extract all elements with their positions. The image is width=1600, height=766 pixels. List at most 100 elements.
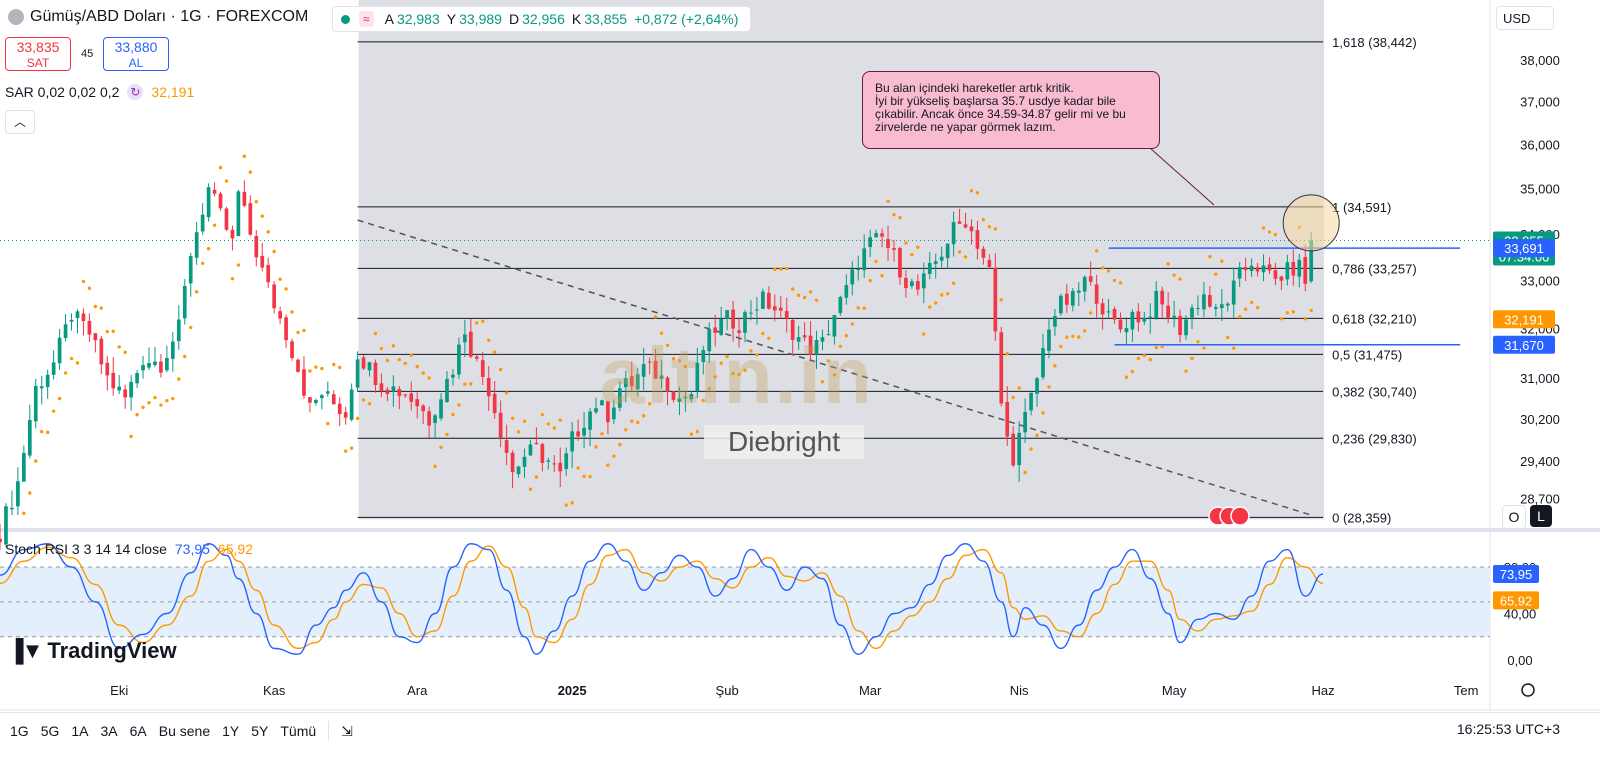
- sar-legend[interactable]: SAR 0,02 0,02 0,2 ↻ 32,191: [5, 84, 194, 100]
- refresh-icon[interactable]: ↻: [127, 84, 144, 100]
- candle: [1160, 286, 1165, 318]
- sar-dot: [552, 426, 556, 430]
- sar-dot: [1303, 317, 1307, 321]
- sar-dot: [1249, 300, 1254, 305]
- sar-dot: [773, 267, 777, 272]
- buy-button[interactable]: 33,880 AL: [103, 37, 169, 71]
- stoch-rsi-legend[interactable]: Stoch RSI 3 3 14 14 close 73,95 65,92: [5, 541, 253, 557]
- candle-body: [766, 292, 771, 309]
- fib-level-label: 1,618 (38,442): [1332, 35, 1417, 50]
- sar-dot: [343, 449, 348, 453]
- candle: [1094, 274, 1099, 318]
- sar-dot: [761, 331, 765, 336]
- range-5g[interactable]: 5G: [40, 723, 60, 739]
- range-tumu[interactable]: Tümü: [280, 723, 317, 739]
- market-status-icon[interactable]: [341, 14, 350, 24]
- range-6a[interactable]: 6A: [129, 723, 147, 739]
- candle-body: [617, 388, 622, 408]
- candle-body: [1285, 262, 1290, 280]
- range-1y[interactable]: 1Y: [222, 723, 240, 739]
- buy-price: 33,880: [114, 39, 158, 55]
- sar-dot: [361, 398, 366, 402]
- sar-dot: [892, 213, 896, 217]
- candle: [379, 373, 384, 398]
- sar-dot: [200, 261, 205, 265]
- candle-body: [880, 233, 884, 237]
- candle: [325, 381, 330, 397]
- range-1a[interactable]: 1A: [71, 723, 89, 739]
- sar-dot: [183, 354, 187, 359]
- candle-body: [1303, 257, 1308, 284]
- candle-body: [153, 361, 157, 366]
- candle: [868, 229, 873, 258]
- candle-body: [1005, 402, 1010, 437]
- time-axis-tick: Nis: [1010, 683, 1029, 698]
- scale-o-button[interactable]: O: [1502, 505, 1526, 529]
- candle: [1291, 249, 1296, 286]
- price-axis-tick: 35,000: [1520, 182, 1560, 197]
- sar-dot: [928, 305, 932, 309]
- range-bu-sene[interactable]: Bu sene: [158, 723, 211, 739]
- candle: [69, 313, 74, 331]
- rsi-axis-tick: 40,00: [1504, 607, 1537, 622]
- sell-button[interactable]: 33,835 SAT: [5, 37, 71, 71]
- sar-dot: [1011, 395, 1015, 400]
- sar-dot: [689, 432, 694, 436]
- range-5y[interactable]: 5Y: [251, 723, 269, 739]
- candle-body: [141, 365, 145, 371]
- candle-body: [904, 277, 908, 289]
- clock[interactable]: 16:25:53 UTC+3: [1456, 721, 1560, 737]
- annotation-note[interactable]: Bu alan içindeki hareketler artık kritik…: [862, 71, 1160, 149]
- candle: [1255, 262, 1260, 277]
- sar-dot: [969, 189, 974, 193]
- close-label: K: [571, 11, 582, 27]
- candle: [546, 457, 551, 470]
- candle-body: [1100, 303, 1105, 315]
- candle: [278, 306, 282, 325]
- tradingview-logo[interactable]: ▐▼ TradingView: [8, 638, 177, 664]
- sar-dot: [695, 429, 700, 434]
- fib-level-label: 0,382 (30,740): [1332, 384, 1417, 399]
- candle: [1136, 303, 1141, 332]
- sar-dot: [707, 386, 711, 391]
- collapse-legend-button[interactable]: ︿: [5, 110, 35, 134]
- goto-date-icon[interactable]: ⇲: [341, 722, 353, 739]
- open-value: 32,983: [396, 11, 440, 27]
- candle-body: [1291, 261, 1296, 276]
- sar-dot: [1059, 344, 1063, 349]
- candle-body: [379, 383, 384, 392]
- log-scale-button[interactable]: L: [1530, 505, 1552, 527]
- sar-dot: [75, 361, 80, 365]
- range-3a[interactable]: 3A: [100, 723, 118, 739]
- wave-icon[interactable]: ≈: [359, 11, 374, 27]
- range-1g[interactable]: 1G: [10, 723, 29, 739]
- sar-dot: [665, 343, 670, 348]
- candle: [498, 400, 503, 448]
- sar-dot: [498, 367, 503, 372]
- candle: [784, 297, 789, 333]
- candle-body: [1076, 290, 1081, 293]
- candle-body: [69, 319, 74, 322]
- candle-body: [457, 344, 461, 375]
- candle-body: [516, 466, 521, 475]
- sar-dot: [1285, 311, 1290, 315]
- annotation-note-text: Bu alan içindeki hareketler artık kritik…: [875, 81, 1126, 134]
- symbol-title[interactable]: Gümüş/ABD Doları · 1G · FOREXCOM: [8, 8, 308, 26]
- sar-dot: [701, 398, 705, 403]
- candle: [904, 270, 908, 298]
- open-label: A: [384, 11, 394, 27]
- candle-body: [755, 309, 759, 311]
- candle-body: [671, 391, 676, 400]
- candle-body: [39, 386, 44, 389]
- candle: [1231, 267, 1236, 318]
- chevron-up-icon: ︿: [13, 115, 26, 129]
- sar-dot: [987, 225, 992, 229]
- sar-dot: [975, 191, 980, 195]
- candle-body: [451, 374, 455, 378]
- sar-dot: [475, 321, 479, 325]
- currency-select[interactable]: USD: [1496, 6, 1554, 30]
- candle: [385, 387, 390, 402]
- sar-dot: [218, 165, 223, 170]
- candle-body: [45, 374, 50, 388]
- candle-body: [534, 442, 539, 445]
